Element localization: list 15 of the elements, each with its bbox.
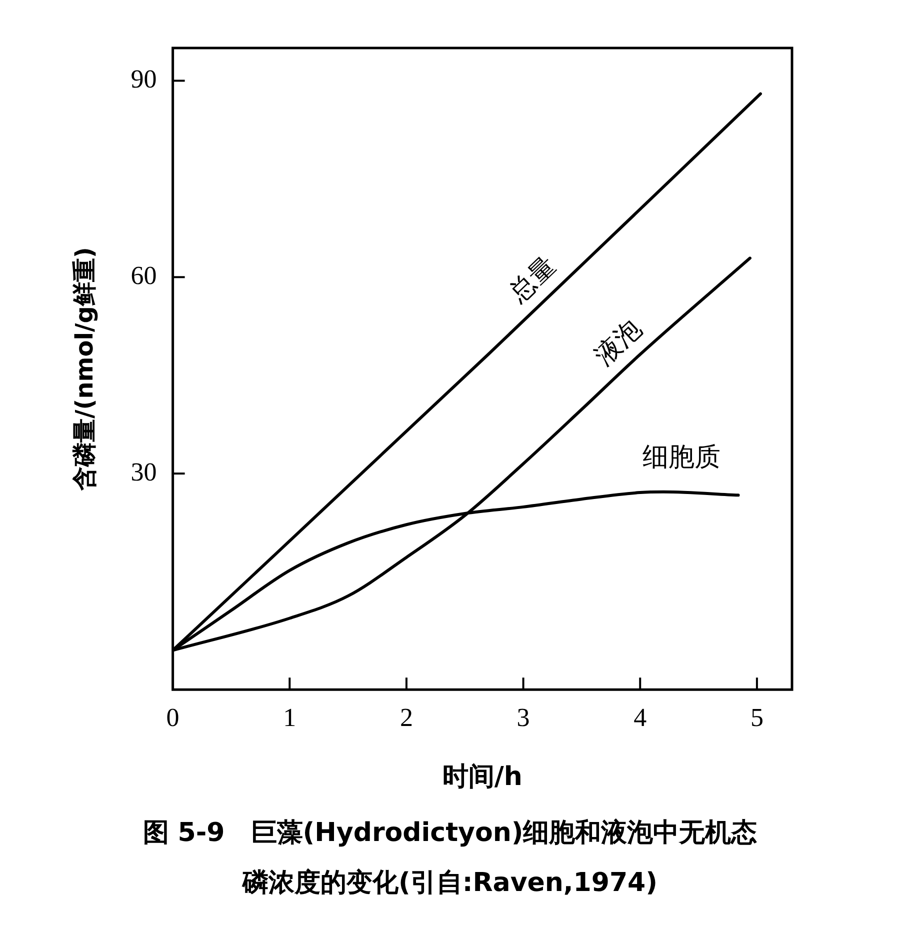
x-tick-label: 1 [283, 703, 296, 732]
text: 液泡 [589, 314, 648, 372]
x-tick-label: 2 [400, 703, 413, 732]
x-tick-label: 3 [516, 703, 530, 732]
y-tick-label: 90 [130, 64, 157, 94]
text: 图 5-9 巨藻(Hydrodictyon)细胞和液泡中无机态磷浓度的变化(引自:Raven,1974) [142, 817, 758, 900]
y-tick-label: 30 [130, 457, 157, 486]
y-axis-title: 含磷量/(nmol/g鲜重) [70, 247, 99, 492]
x-tick-label: 5 [750, 703, 764, 732]
text: 总量 [502, 250, 562, 310]
x-tick-label: 0 [166, 703, 180, 732]
x-tick-label: 4 [634, 703, 647, 732]
series-label: 细胞质 [642, 442, 721, 472]
y-tick-label: 60 [130, 260, 157, 290]
x-axis-title: 时间/h [442, 762, 522, 792]
